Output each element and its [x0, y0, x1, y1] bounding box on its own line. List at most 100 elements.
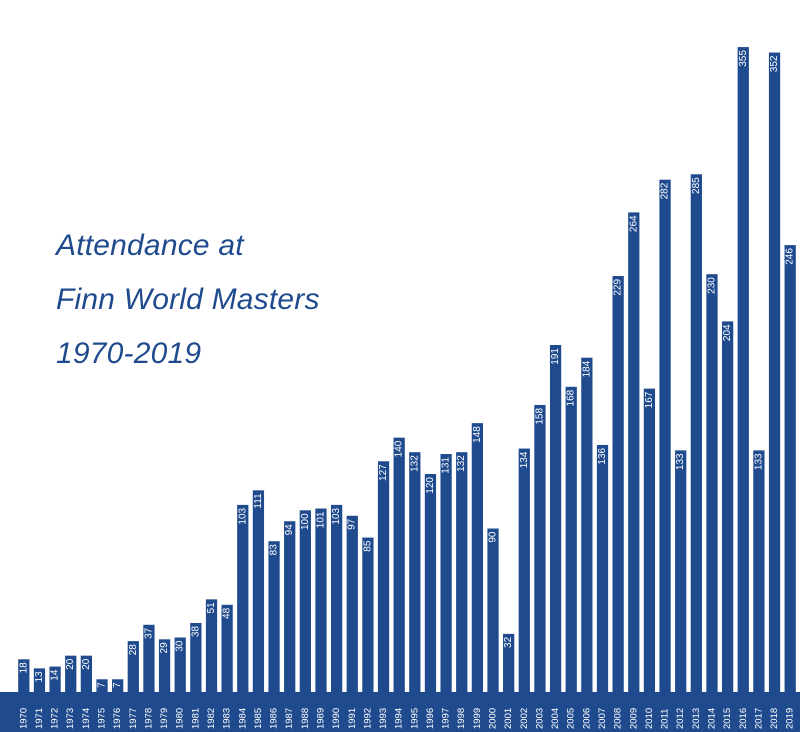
year-label-1990: 1990 [331, 708, 342, 729]
year-label-1986: 1986 [269, 708, 280, 729]
bar-2015 [721, 321, 734, 693]
year-label-2001: 2001 [503, 708, 514, 729]
year-label-1992: 1992 [362, 708, 373, 729]
value-label-1980: 30 [175, 640, 186, 652]
year-label-2018: 2018 [769, 708, 780, 729]
value-label-2001: 32 [503, 636, 514, 648]
year-labels-group: 1970 1971 1972 1973 1974 1975 1976 1977 1978 1979… [18, 708, 795, 729]
bar-1971 [33, 668, 46, 693]
bar-2005 [565, 386, 577, 693]
value-label-2005: 168 [566, 389, 577, 406]
value-label-1977: 28 [128, 644, 139, 656]
bars-group [18, 47, 796, 693]
year-label-1998: 1998 [456, 708, 467, 729]
value-label-2011: 282 [660, 182, 671, 199]
bar-1995 [409, 452, 421, 693]
value-label-1998: 132 [456, 455, 467, 472]
year-label-2016: 2016 [738, 708, 749, 729]
year-label-1980: 1980 [175, 708, 186, 729]
year-label-1994: 1994 [394, 708, 405, 729]
bar-1996 [424, 474, 437, 693]
bar-1972 [49, 666, 61, 693]
year-label-1972: 1972 [50, 708, 61, 729]
value-label-2009: 264 [628, 215, 639, 232]
year-label-1993: 1993 [378, 708, 389, 729]
value-label-1975: 7 [97, 682, 108, 688]
bar-2014 [706, 274, 718, 693]
chart-title-line-3: 1970-2019 [56, 337, 202, 370]
value-label-1984: 103 [237, 507, 248, 524]
value-label-1978: 37 [143, 627, 154, 639]
bar-1980 [174, 637, 186, 693]
bar-2013 [690, 174, 702, 693]
bar-2004 [549, 345, 562, 693]
year-label-2012: 2012 [675, 708, 686, 729]
year-label-1974: 1974 [81, 708, 92, 729]
year-label-2010: 2010 [644, 708, 655, 729]
value-label-1981: 38 [190, 626, 201, 638]
value-label-1997: 131 [441, 457, 452, 474]
value-label-2014: 230 [706, 277, 717, 294]
year-label-1976: 1976 [112, 708, 123, 729]
value-label-2006: 184 [581, 360, 592, 377]
bar-1970 [18, 659, 30, 693]
year-label-2019: 2019 [785, 708, 796, 729]
bar-2012 [675, 450, 687, 693]
bar-1999 [471, 423, 484, 693]
bar-1974 [80, 655, 93, 693]
year-label-2006: 2006 [581, 708, 592, 729]
year-label-1975: 1975 [97, 708, 108, 729]
value-label-1990: 103 [331, 507, 342, 524]
year-label-1985: 1985 [253, 708, 264, 729]
value-label-2012: 133 [675, 453, 686, 470]
year-label-2011: 2011 [660, 709, 671, 729]
value-label-1988: 100 [300, 513, 311, 530]
value-label-1973: 20 [65, 658, 76, 670]
year-label-1999: 1999 [472, 708, 483, 729]
year-label-2004: 2004 [550, 708, 561, 729]
bar-2006 [581, 357, 593, 693]
year-label-1970: 1970 [18, 708, 29, 729]
bar-2011 [659, 179, 671, 693]
value-label-1987: 94 [284, 524, 295, 536]
bar-2016 [737, 47, 749, 693]
year-label-2015: 2015 [722, 708, 733, 729]
year-label-2008: 2008 [613, 708, 624, 729]
value-label-1971: 13 [34, 671, 45, 683]
value-label-2003: 158 [534, 408, 545, 425]
chart-title-line-1: Attendance at [56, 229, 244, 262]
year-label-1979: 1979 [159, 708, 170, 729]
bar-1991 [346, 515, 358, 693]
year-label-2002: 2002 [519, 708, 530, 729]
year-label-2000: 2000 [488, 708, 499, 729]
chart-title-line-2: Finn World Masters [56, 283, 320, 316]
value-label-2016: 355 [738, 50, 749, 67]
bar-1997 [440, 454, 452, 693]
year-label-2005: 2005 [566, 708, 577, 729]
year-label-2007: 2007 [597, 708, 608, 729]
bar-2009 [628, 212, 640, 693]
value-label-2000: 90 [488, 531, 499, 543]
value-label-1974: 20 [81, 658, 92, 670]
bar-1973 [65, 655, 77, 693]
bar-2003 [534, 404, 546, 693]
value-label-2010: 167 [644, 391, 655, 408]
bar-2008 [612, 275, 624, 693]
value-label-1986: 83 [269, 544, 280, 556]
value-labels-group: 18 13 14 20 20 7 7 28 37 29 30 38 51 48 103 111 83 94 100 1… [18, 50, 795, 688]
year-label-1997: 1997 [441, 708, 452, 729]
value-label-2017: 133 [753, 453, 764, 470]
year-label-2014: 2014 [706, 708, 717, 729]
year-label-1987: 1987 [284, 708, 295, 729]
value-label-1983: 48 [222, 607, 233, 619]
value-label-2007: 136 [597, 447, 608, 464]
value-label-2018: 352 [769, 55, 780, 72]
x-axis-band [0, 692, 800, 732]
bar-2019 [784, 245, 796, 693]
bar-1985 [252, 490, 265, 693]
value-label-1985: 111 [253, 493, 264, 509]
bar-1992 [362, 537, 374, 693]
year-label-1982: 1982 [206, 708, 217, 729]
year-label-1978: 1978 [143, 708, 154, 729]
